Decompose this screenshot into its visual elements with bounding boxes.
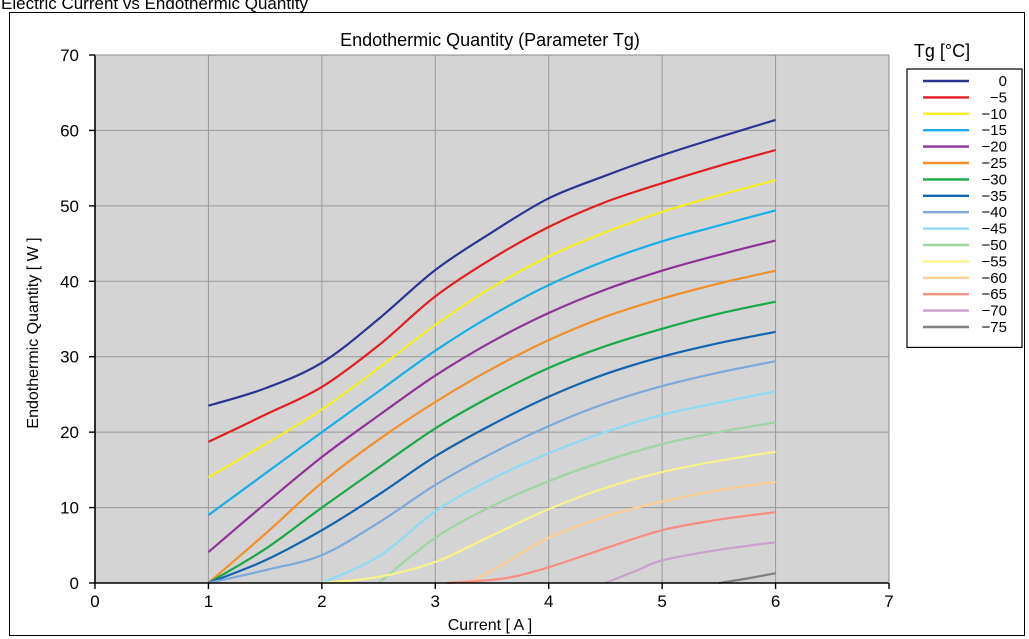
legend-title: Tg [°C] bbox=[914, 41, 970, 61]
legend-label: −45 bbox=[982, 221, 1007, 238]
x-tick-label: 7 bbox=[884, 592, 893, 611]
y-tick-label: 40 bbox=[60, 272, 79, 291]
y-axis-label: Endothermic Quantity [ W ] bbox=[25, 237, 42, 428]
series-line-5 bbox=[207, 269, 776, 584]
series-line-7 bbox=[207, 330, 776, 585]
page-title: Electric Current vs Endothermic Quantity bbox=[1, 0, 309, 13]
series-line-6 bbox=[207, 300, 776, 584]
x-tick-label: 3 bbox=[431, 592, 440, 611]
series-line-8 bbox=[208, 360, 776, 585]
legend-label: 0 bbox=[999, 73, 1007, 90]
series-line-2 bbox=[207, 179, 776, 479]
y-tick-label: 0 bbox=[70, 574, 79, 593]
y-tick-label: 20 bbox=[60, 423, 79, 442]
legend: 0−5−10−15−20−25−30−35−40−45−50−55−60−65−… bbox=[906, 68, 1023, 348]
legend-label: −55 bbox=[982, 253, 1007, 270]
x-axis-label: Current [ A ] bbox=[448, 617, 532, 634]
legend-label: −5 bbox=[990, 89, 1007, 106]
series-line-15 bbox=[718, 572, 776, 585]
y-tick-label: 70 bbox=[60, 46, 79, 65]
x-tick-label: 2 bbox=[317, 592, 326, 611]
legend-label: −40 bbox=[982, 204, 1007, 221]
series-line-11 bbox=[321, 450, 776, 585]
legend-label: −50 bbox=[982, 237, 1007, 254]
legend-label: −25 bbox=[982, 155, 1007, 172]
y-tick-label: 30 bbox=[60, 348, 79, 367]
chart-frame bbox=[9, 12, 1025, 636]
plot-area bbox=[95, 55, 889, 583]
series-line-9 bbox=[321, 390, 776, 584]
legend-label: −15 bbox=[982, 122, 1007, 139]
series-line-4 bbox=[207, 239, 776, 553]
chart-title: Endothermic Quantity (Parameter Tg) bbox=[340, 30, 640, 50]
y-tick-label: 10 bbox=[60, 499, 79, 518]
legend-box bbox=[906, 68, 1023, 348]
legend-label: −70 bbox=[982, 303, 1007, 320]
series-line-13 bbox=[446, 511, 776, 585]
series-line-14 bbox=[604, 541, 776, 585]
series-line-10 bbox=[377, 421, 776, 584]
legend-label: −10 bbox=[982, 106, 1007, 123]
legend-label: −65 bbox=[982, 286, 1007, 303]
legend-label: −35 bbox=[982, 188, 1007, 205]
x-tick-label: 1 bbox=[204, 592, 213, 611]
x-tick-label: 4 bbox=[544, 592, 553, 611]
legend-label: −30 bbox=[982, 171, 1007, 188]
legend-label: −20 bbox=[982, 139, 1007, 156]
series-line-0 bbox=[208, 118, 776, 407]
legend-label: −60 bbox=[982, 270, 1007, 287]
y-tick-label: 60 bbox=[60, 121, 79, 140]
y-tick-label: 50 bbox=[60, 197, 79, 216]
series-line-1 bbox=[207, 148, 776, 443]
legend-label: −75 bbox=[982, 319, 1007, 336]
series-line-3 bbox=[207, 209, 776, 516]
x-tick-label: 0 bbox=[90, 592, 99, 611]
series-line-12 bbox=[468, 480, 776, 584]
x-tick-label: 5 bbox=[657, 592, 666, 611]
x-tick-label: 6 bbox=[771, 592, 780, 611]
